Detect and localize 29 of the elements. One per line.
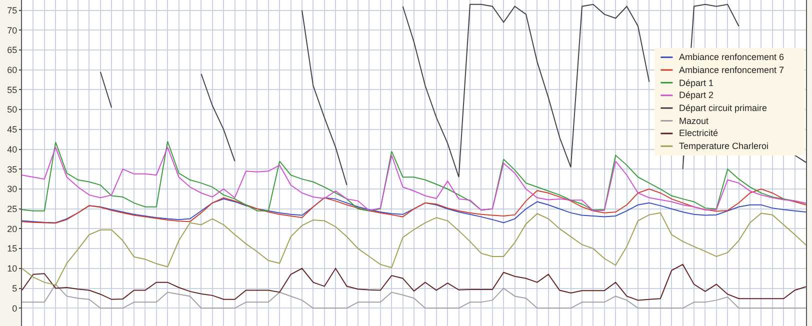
y-tick-label: 10 — [7, 264, 18, 274]
y-tick-label: 35 — [7, 164, 18, 174]
y-tick-label: 40 — [7, 144, 18, 154]
legend-label: Temperature Charleroi — [679, 141, 769, 151]
line-series — [22, 284, 806, 309]
line-series — [22, 197, 806, 224]
y-tick-label: 55 — [7, 84, 18, 95]
y-tick-label: 50 — [7, 104, 18, 115]
y-tick-label: 45 — [7, 124, 18, 135]
legend-label: Mazout — [679, 116, 710, 126]
y-tick-label: 25 — [7, 204, 18, 214]
legend-label: Départ 2 — [679, 90, 714, 100]
legend-label: Ambiance renfoncement 6 — [679, 52, 784, 62]
y-tick-label: 75 — [7, 5, 18, 16]
y-tick-label: 30 — [7, 184, 18, 194]
y-tick-label: 60 — [7, 65, 18, 76]
line-series — [22, 188, 806, 224]
line-series — [22, 264, 806, 301]
y-tick-label: 70 — [7, 25, 18, 36]
legend-label: Départ circuit primaire — [679, 103, 768, 113]
y-tick-label: 65 — [7, 45, 18, 56]
legend-label: Ambiance renfoncement 7 — [679, 65, 784, 75]
y-tick-label: 0 — [12, 303, 18, 314]
legend-label: Electricité — [679, 128, 718, 138]
y-tick-label: 5 — [12, 283, 18, 294]
y-tick-label: 20 — [7, 224, 18, 234]
legend-label: Départ 1 — [679, 78, 714, 88]
line-series — [22, 212, 806, 286]
y-tick-label: 15 — [7, 244, 18, 254]
